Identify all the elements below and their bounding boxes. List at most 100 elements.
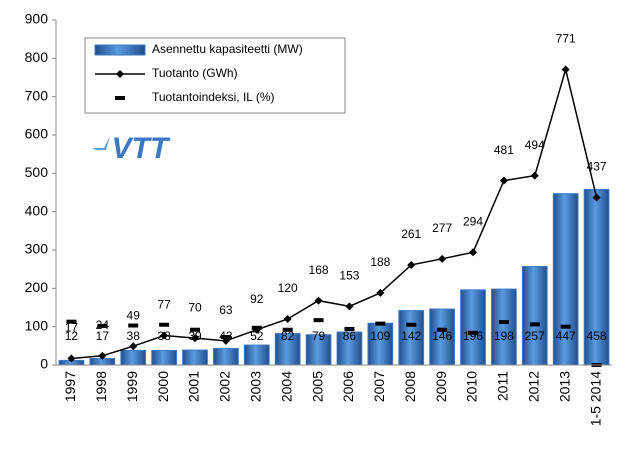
line-marker <box>592 193 601 202</box>
x-tick-label: 2008 <box>402 371 418 402</box>
line-value-label: 294 <box>463 214 483 228</box>
x-tick-label: 2011 <box>495 371 511 401</box>
bar <box>521 265 548 366</box>
index-dash <box>560 324 571 329</box>
bar-value-label: 79 <box>312 329 326 343</box>
line-value-label: 168 <box>309 263 329 277</box>
legend-label: Tuotanto (GWh) <box>152 66 238 80</box>
bar-value-label: 38 <box>127 329 141 343</box>
bar-value-label: 146 <box>432 329 452 343</box>
line-value-label: 17 <box>65 321 79 335</box>
bar-value-label: 198 <box>494 329 514 343</box>
bar-value-label: 458 <box>587 329 607 343</box>
line-marker <box>345 302 354 311</box>
bar <box>491 288 517 366</box>
legend-swatch <box>94 44 146 56</box>
index-dash <box>498 320 509 325</box>
logo: VTT <box>92 132 171 165</box>
bar-value-label: 17 <box>96 329 110 343</box>
line-value-label: 70 <box>188 300 202 314</box>
x-tick-label: 2009 <box>433 371 449 402</box>
line-marker <box>129 342 138 351</box>
bar-value-label: 86 <box>343 329 357 343</box>
line-value-label: 771 <box>556 32 576 46</box>
y-tick-label: 0 <box>40 356 48 372</box>
legend-swatch <box>116 70 124 78</box>
bar <box>243 344 270 366</box>
index-dash <box>468 330 478 335</box>
index-dash <box>220 335 231 340</box>
line-marker <box>283 315 292 323</box>
index-dash <box>375 321 386 326</box>
line-value-label: 92 <box>250 292 264 306</box>
index-dash <box>190 327 200 332</box>
line-marker <box>314 296 323 305</box>
bar-value-label: 52 <box>250 329 264 343</box>
x-tick-label: 2003 <box>247 371 263 402</box>
bar-value-label: 257 <box>525 329 545 343</box>
x-tick-label: 2000 <box>155 371 171 402</box>
bar <box>120 349 147 366</box>
y-tick-label: 600 <box>25 126 49 142</box>
line-marker <box>407 260 416 269</box>
x-tick-label: 2005 <box>309 371 325 402</box>
line-marker <box>561 65 570 74</box>
index-dash <box>406 322 417 327</box>
legend-swatch <box>115 96 125 100</box>
bar <box>182 349 208 366</box>
y-tick-label: 300 <box>25 241 49 257</box>
x-tick-label: 2004 <box>278 371 294 402</box>
x-tick-label: 1998 <box>93 371 109 402</box>
x-tick-label: 2010 <box>464 371 480 402</box>
x-tick-label: 2012 <box>525 371 541 402</box>
line-value-label: 188 <box>370 255 390 269</box>
y-tick-label: 800 <box>25 49 49 65</box>
line <box>71 66 598 360</box>
index-dash <box>282 327 293 332</box>
index-dash <box>313 318 324 323</box>
y-tick-label: 200 <box>25 279 49 295</box>
x-tick-label: 1999 <box>124 371 140 402</box>
line-value-label: 494 <box>525 138 545 152</box>
bar <box>367 322 394 366</box>
index-dash <box>97 323 108 328</box>
bar-value-label: 12 <box>65 329 79 343</box>
y-tick-label: 900 <box>25 11 49 27</box>
index-dash <box>344 326 355 331</box>
bar-value-label: 447 <box>556 329 576 343</box>
line-value-label: 49 <box>127 308 141 322</box>
y-tick-label: 500 <box>25 164 49 180</box>
index-dash <box>66 319 77 324</box>
line-marker <box>499 176 508 185</box>
line-value-label: 120 <box>278 281 298 295</box>
bar-value-label: 109 <box>370 329 390 343</box>
x-tick-label: 2001 <box>186 371 202 402</box>
line-value-label: 261 <box>401 227 421 241</box>
y-tick-label: 100 <box>25 317 49 333</box>
bar <box>398 310 425 366</box>
bar <box>336 331 363 366</box>
line-marker <box>160 331 169 340</box>
line-marker <box>98 351 107 360</box>
line-marker <box>67 354 76 363</box>
y-tick-label: 400 <box>25 202 49 218</box>
index-dash <box>128 323 139 328</box>
x-tick-label: 2013 <box>556 371 572 402</box>
bar <box>460 289 486 366</box>
line-marker <box>530 171 539 180</box>
bar <box>151 349 177 366</box>
index-dash <box>159 322 170 327</box>
logo-text: VTT <box>112 132 171 165</box>
line-value-label: 481 <box>494 143 514 157</box>
bar <box>274 333 301 366</box>
index-dash <box>437 327 448 332</box>
line-value-label: 77 <box>157 298 171 312</box>
line-marker <box>438 254 447 263</box>
bar <box>552 193 579 366</box>
x-tick-label: 2002 <box>217 371 233 402</box>
x-tick-label: 2006 <box>340 371 356 402</box>
bar-value-label: 142 <box>401 329 421 343</box>
index-dash <box>251 325 262 330</box>
x-tick-label: 1997 <box>62 371 78 402</box>
line-value-label: 437 <box>587 160 607 174</box>
